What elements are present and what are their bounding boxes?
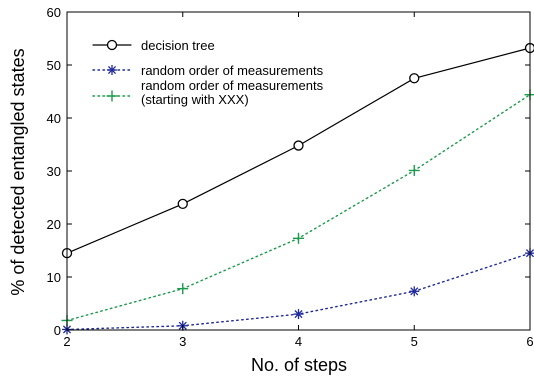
legend-label: random order of measurements xyxy=(141,63,324,78)
data-point xyxy=(408,164,420,176)
y-tick-label: 20 xyxy=(47,217,61,232)
y-axis-label: % of detected entangled states xyxy=(8,48,28,295)
x-tick-label: 3 xyxy=(179,334,186,349)
x-axis-label: No. of steps xyxy=(251,355,347,375)
x-tick-label: 2 xyxy=(63,334,70,349)
legend-label: (starting with XXX) xyxy=(141,92,249,107)
legend-label: decision tree xyxy=(141,38,215,53)
legend-item: random order of measurements xyxy=(92,63,324,78)
legend: decision tree random order of measurement… xyxy=(92,38,324,107)
data-point xyxy=(177,198,188,210)
data-point xyxy=(293,232,304,244)
data-point xyxy=(409,73,420,84)
legend-item: decision tree xyxy=(92,38,215,53)
y-tick-label: 0 xyxy=(54,323,61,338)
legend-item: random order of measurements(starting wi… xyxy=(92,78,324,107)
data-point xyxy=(293,140,304,151)
x-tick-label: 5 xyxy=(411,334,418,349)
y-tick-label: 40 xyxy=(47,111,61,126)
legend-marker xyxy=(106,90,118,102)
x-tick-label: 4 xyxy=(295,334,302,349)
data-point xyxy=(409,286,420,297)
data-point xyxy=(293,309,304,320)
plot-area xyxy=(67,12,530,330)
legend-label: random order of measurements xyxy=(141,78,324,93)
legend-marker xyxy=(107,65,117,75)
y-tick-label: 50 xyxy=(47,58,61,73)
y-tick-label: 10 xyxy=(47,270,61,285)
legend-marker xyxy=(106,39,118,51)
y-tick-label: 60 xyxy=(47,5,61,20)
data-point xyxy=(177,283,189,295)
y-tick-label: 30 xyxy=(47,164,61,179)
x-tick-label: 6 xyxy=(526,334,533,349)
